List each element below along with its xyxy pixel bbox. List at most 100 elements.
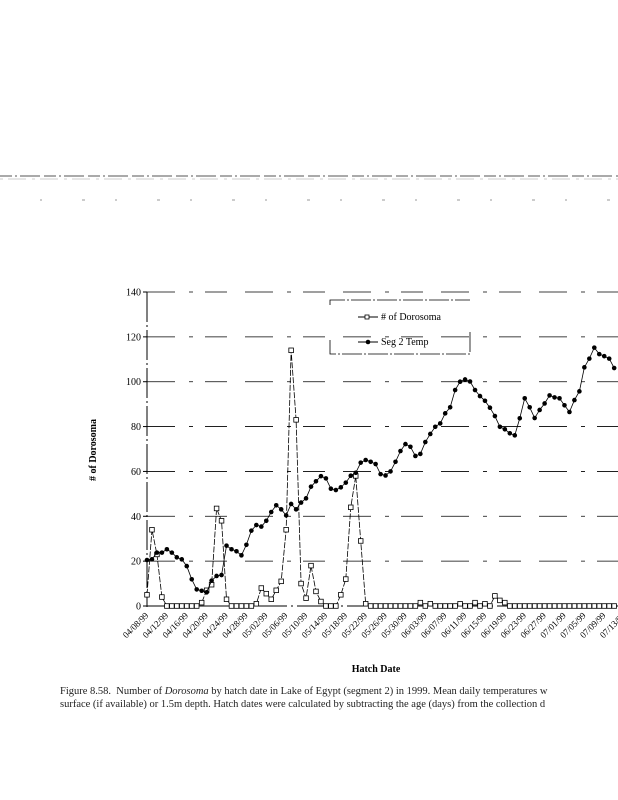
data-point-dorosoma xyxy=(561,603,568,609)
data-point-temp xyxy=(547,393,552,398)
data-point-dorosoma xyxy=(591,603,597,609)
data-point-temp xyxy=(472,387,478,393)
data-point-temp xyxy=(204,590,209,595)
data-point-dorosoma xyxy=(417,599,424,606)
legend-circle-marker-icon xyxy=(365,339,371,345)
y-tick-label: 140 xyxy=(126,288,141,299)
data-point-temp xyxy=(562,402,567,408)
data-point-dorosoma xyxy=(333,603,339,609)
data-point-temp xyxy=(259,524,264,529)
data-point-temp xyxy=(169,550,175,555)
data-point-temp xyxy=(557,396,562,401)
data-point-dorosoma xyxy=(338,592,344,598)
data-point-temp xyxy=(298,500,304,505)
data-point-dorosoma xyxy=(596,603,602,609)
data-point-temp xyxy=(194,587,199,592)
data-point-dorosoma xyxy=(457,601,463,607)
data-point-dorosoma xyxy=(472,599,478,606)
series-line-temp xyxy=(146,346,615,593)
data-point-temp xyxy=(278,507,284,512)
data-point-dorosoma xyxy=(343,576,349,582)
data-point-temp xyxy=(393,459,398,465)
data-point-temp xyxy=(199,588,204,594)
data-point-temp xyxy=(338,485,344,490)
data-point-dorosoma xyxy=(358,538,364,544)
data-point-dorosoma xyxy=(164,603,170,609)
data-point-dorosoma xyxy=(303,595,309,601)
data-point-temp xyxy=(502,426,508,432)
y-tick-label: 100 xyxy=(126,377,141,388)
y-tick-label: 80 xyxy=(131,422,141,433)
data-point-dorosoma xyxy=(497,597,503,604)
data-point-temp xyxy=(577,389,582,394)
data-point-dorosoma xyxy=(268,596,274,602)
data-point-temp xyxy=(328,486,334,491)
data-point-dorosoma xyxy=(392,603,399,609)
data-point-dorosoma xyxy=(328,603,334,609)
legend-square-marker-icon xyxy=(364,314,370,320)
y-tick-labels: 0 20 40 60 80 100 120 140 xyxy=(126,288,141,613)
data-point-temp xyxy=(323,476,329,481)
data-point-temp xyxy=(592,345,597,350)
data-point-dorosoma xyxy=(189,603,195,609)
data-point-temp xyxy=(343,480,349,485)
data-point-temp xyxy=(254,522,259,528)
data-point-dorosoma xyxy=(372,603,379,609)
data-point-temp xyxy=(403,441,408,447)
data-point-dorosoma xyxy=(278,578,284,585)
data-point-dorosoma xyxy=(213,505,220,512)
legend-label-dorosoma: # of Dorosoma xyxy=(381,312,442,323)
data-point-temp xyxy=(154,550,160,555)
data-point-temp xyxy=(318,473,324,479)
data-point-dorosoma xyxy=(184,603,190,609)
data-point-dorosoma xyxy=(382,603,389,609)
data-point-temp xyxy=(457,379,463,385)
data-point-temp xyxy=(373,461,378,467)
data-point-dorosoma xyxy=(367,603,374,609)
data-point-temp xyxy=(517,415,523,421)
data-point-dorosoma xyxy=(198,599,205,606)
data-point-temp xyxy=(497,424,503,430)
figure-number: Figure 8.58. xyxy=(60,686,112,697)
data-point-dorosoma xyxy=(407,603,414,609)
data-point-dorosoma xyxy=(487,603,493,609)
data-point-dorosoma xyxy=(601,603,607,609)
caption-line-1: Figure 8.58. Number of Dorosoma by hatch… xyxy=(60,685,618,698)
data-point-temp xyxy=(229,546,234,552)
data-point-temp xyxy=(487,405,493,411)
data-point-dorosoma xyxy=(502,599,508,606)
data-point-dorosoma xyxy=(571,603,578,609)
data-point-temp xyxy=(532,415,537,421)
data-point-temp xyxy=(189,577,195,582)
data-point-temp xyxy=(596,351,602,357)
data-point-temp xyxy=(423,439,428,445)
data-point-temp xyxy=(268,509,274,515)
data-point-temp xyxy=(477,393,483,399)
data-point-dorosoma xyxy=(248,603,255,609)
data-point-dorosoma xyxy=(144,592,150,598)
data-point-dorosoma xyxy=(452,603,458,609)
data-point-temp xyxy=(174,555,180,560)
data-point-dorosoma xyxy=(581,603,588,609)
x-axis-label: Hatch Date xyxy=(352,664,401,675)
data-point-temp xyxy=(164,546,170,552)
data-point-dorosoma xyxy=(397,603,404,609)
data-point-temp xyxy=(432,424,438,430)
caption-text: Number of xyxy=(116,686,165,697)
data-point-dorosoma xyxy=(477,603,483,609)
legend: # of Dorosoma Seg 2 Temp xyxy=(329,299,471,355)
data-point-dorosoma xyxy=(238,603,245,609)
data-point-temp xyxy=(383,473,388,478)
y-tick-label: 120 xyxy=(126,332,141,343)
data-point-dorosoma xyxy=(313,588,319,595)
data-point-dorosoma xyxy=(223,596,230,602)
data-point-dorosoma xyxy=(482,601,488,607)
data-point-dorosoma xyxy=(387,603,394,609)
data-point-temp xyxy=(378,471,383,477)
data-point-dorosoma xyxy=(243,603,250,609)
caption-text: by hatch date in Lake of Egypt (segment … xyxy=(208,686,548,697)
data-point-temp xyxy=(144,557,150,563)
data-point-temp xyxy=(149,557,155,562)
data-point-temp xyxy=(263,518,269,524)
data-point-dorosoma xyxy=(556,603,563,609)
